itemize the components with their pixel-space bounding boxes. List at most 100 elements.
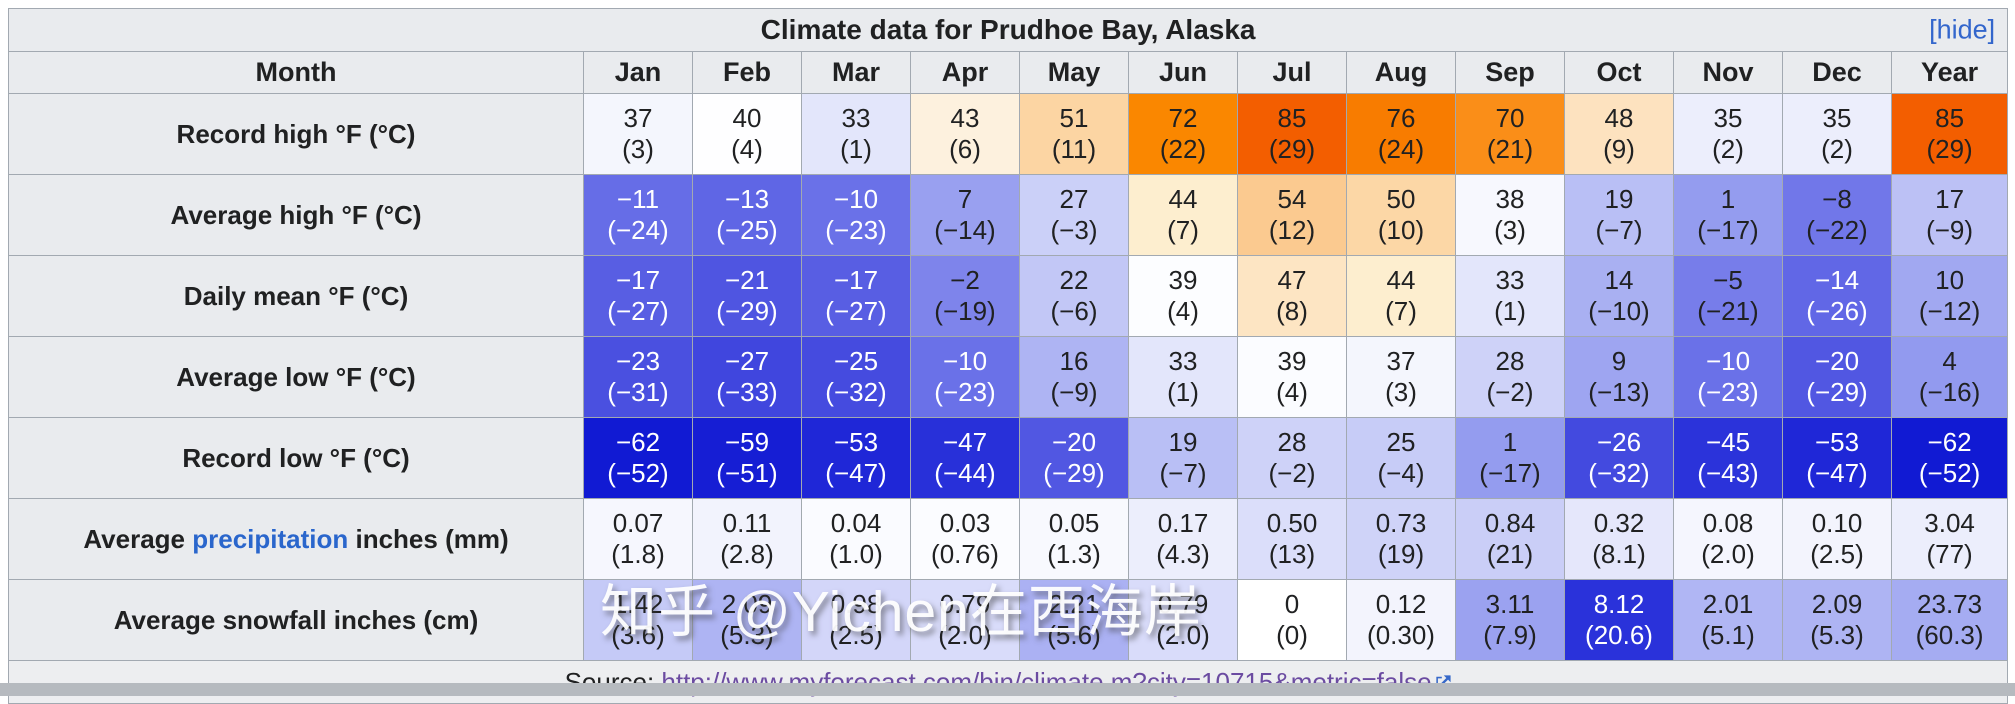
climate-cell: 0.50 (13) (1237, 498, 1347, 580)
source-row: Source: http://www.myforecast.com/bin/cl… (7, 660, 2009, 704)
climate-cell: 23.73 (60.3) (1890, 579, 2009, 661)
climate-cell: −17 (−27) (801, 255, 911, 337)
month-header-feb: Feb (692, 51, 802, 94)
climate-cell: 2.01 (5.1) (1673, 579, 1783, 661)
climate-cell: −14 (−26) (1782, 255, 1892, 337)
month-header-sep: Sep (1455, 51, 1565, 94)
climate-cell: 54 (12) (1237, 174, 1347, 256)
climate-cell: −13 (−25) (692, 174, 802, 256)
climate-cell: −59 (−51) (692, 417, 802, 499)
climate-cell: 0.79 (2.0) (910, 579, 1020, 661)
climate-row: Average high °F (°C) −11 (−24) −13 (−25) −10(… (8, 174, 2009, 256)
table-title-cell: Climate data for Prudhoe Bay, Alaska [hi… (7, 8, 2009, 52)
climate-cell: 28 (−2) (1237, 417, 1347, 499)
climate-cell: −20 (−29) (1019, 417, 1129, 499)
climate-cell: 0.05 (1.3) (1019, 498, 1129, 580)
climate-cell: 37 (3) (1346, 336, 1456, 418)
climate-cell: −23 (−31) (583, 336, 693, 418)
climate-row: Average precipitation inches (mm) 0.07 (1.… (8, 498, 2009, 580)
month-header-year: Year (1890, 51, 2009, 94)
precipitation-link[interactable]: precipitation (192, 523, 349, 554)
climate-cell: 8.12 (20.6) (1564, 579, 1674, 661)
climate-cell: 35 (2) (1782, 93, 1892, 175)
climate-table: Climate data for Prudhoe Bay, Alaska [hi… (7, 8, 2009, 704)
climate-cell: 2.09 (5.3) (1782, 579, 1892, 661)
hide-link[interactable]: [hide] (1929, 14, 1996, 45)
climate-cell: 38 (3) (1455, 174, 1565, 256)
climate-cell: 40 (4) (692, 93, 802, 175)
climate-cell: 85 (29) (1237, 93, 1347, 175)
climate-cell: −21 (−29) (692, 255, 802, 337)
climate-row: Average snowfall inches (cm) 1.42 (3.6) 2.0… (8, 579, 2009, 661)
climate-row: Record low °F (°C) −62 (−52) −59 (−51) −53 (−4… (8, 417, 2009, 499)
climate-cell: 0.84 (21) (1455, 498, 1565, 580)
climate-cell: 10 (−12) (1890, 255, 2009, 337)
climate-cell: 33 (1) (1128, 336, 1238, 418)
climate-cell: 76 (24) (1346, 93, 1456, 175)
climate-cell: 3.04 (77) (1890, 498, 2009, 580)
month-header-jan: Jan (583, 51, 693, 94)
month-header-aug: Aug (1346, 51, 1456, 94)
climate-cell: 0.73 (19) (1346, 498, 1456, 580)
climate-cell: 0 (0) (1237, 579, 1347, 661)
climate-cell: −10 (−23) (1673, 336, 1783, 418)
climate-cell: 22 (−6) (1019, 255, 1129, 337)
climate-cell: 0.10 (2.5) (1782, 498, 1892, 580)
climate-cell: −45 (−43) (1673, 417, 1783, 499)
row-label: Average snowfall inches (cm) (8, 579, 584, 661)
climate-cell: −47 (−44) (910, 417, 1020, 499)
month-header-row: Month Jan Feb Mar Apr May Jun Jul Aug Sep Oct Nov D… (8, 51, 2009, 94)
climate-cell: 0.98 (2.5) (801, 579, 911, 661)
climate-cell: 2.09 (5.3) (692, 579, 802, 661)
month-header-dec: Dec (1782, 51, 1892, 94)
row-label: Record high °F (°C) (8, 93, 584, 175)
row-label: Record low °F (°C) (8, 417, 584, 499)
source-cell: Source: http://www.myforecast.com/bin/cl… (7, 660, 2009, 704)
row-label-text: Average (83, 523, 193, 554)
climate-row: Record high °F (°C) 37 (3) 40 (4) 33 (1) 43 (6) 5… (8, 93, 2009, 175)
climate-cell: 85 (29) (1890, 93, 2009, 175)
climate-cell: 0.32 (8.1) (1564, 498, 1674, 580)
climate-cell: −17 (−27) (583, 255, 693, 337)
climate-cell: 14 (−10) (1564, 255, 1674, 337)
row-label: Average high °F (°C) (8, 174, 584, 256)
climate-cell: −20 (−29) (1782, 336, 1892, 418)
climate-cell: 1 (−17) (1673, 174, 1783, 256)
climate-cell: 51 (11) (1019, 93, 1129, 175)
climate-cell: 4 (−16) (1890, 336, 2009, 418)
month-header-jul: Jul (1237, 51, 1347, 94)
climate-cell: −62 (−52) (583, 417, 693, 499)
climate-cell: −11 (−24) (583, 174, 693, 256)
climate-cell: 27 (−3) (1019, 174, 1129, 256)
climate-cell: 44 (7) (1128, 174, 1238, 256)
climate-cell: −62 (−52) (1890, 417, 2009, 499)
climate-cell: 16 (−9) (1019, 336, 1129, 418)
climate-cell: 39 (4) (1128, 255, 1238, 337)
climate-cell: 25 (−4) (1346, 417, 1456, 499)
climate-cell: 0.03 (0.76) (910, 498, 1020, 580)
climate-cell: −26 (−32) (1564, 417, 1674, 499)
climate-cell: 19 (−7) (1128, 417, 1238, 499)
row-label: Average precipitation inches (mm) (8, 498, 584, 580)
climate-cell: 35 (2) (1673, 93, 1783, 175)
month-header-oct: Oct (1564, 51, 1674, 94)
month-column-header: Month (8, 51, 584, 94)
climate-cell: −5 (−21) (1673, 255, 1783, 337)
month-header-nov: Nov (1673, 51, 1783, 94)
climate-cell: −10 (−23) (910, 336, 1020, 418)
climate-row: Daily mean °F (°C) −17 (−27) −21 (−29) −17 (−2… (8, 255, 2009, 337)
climate-cell: −10 (−23) (801, 174, 911, 256)
climate-cell: 2.21 (5.6) (1019, 579, 1129, 661)
climate-cell: 50 (10) (1346, 174, 1456, 256)
climate-cell: 0.04 (1.0) (801, 498, 911, 580)
row-label-text: inches (mm) (348, 523, 509, 554)
climate-cell: 0.17 (4.3) (1128, 498, 1238, 580)
climate-cell: 0.79 (2.0) (1128, 579, 1238, 661)
climate-cell: 47 (8) (1237, 255, 1347, 337)
climate-cell: 48 (9) (1564, 93, 1674, 175)
row-label: Daily mean °F (°C) (8, 255, 584, 337)
climate-cell: 1.42 (3.6) (583, 579, 693, 661)
climate-cell: 1 (−17) (1455, 417, 1565, 499)
month-header-mar: Mar (801, 51, 911, 94)
climate-cell: 33 (1) (801, 93, 911, 175)
